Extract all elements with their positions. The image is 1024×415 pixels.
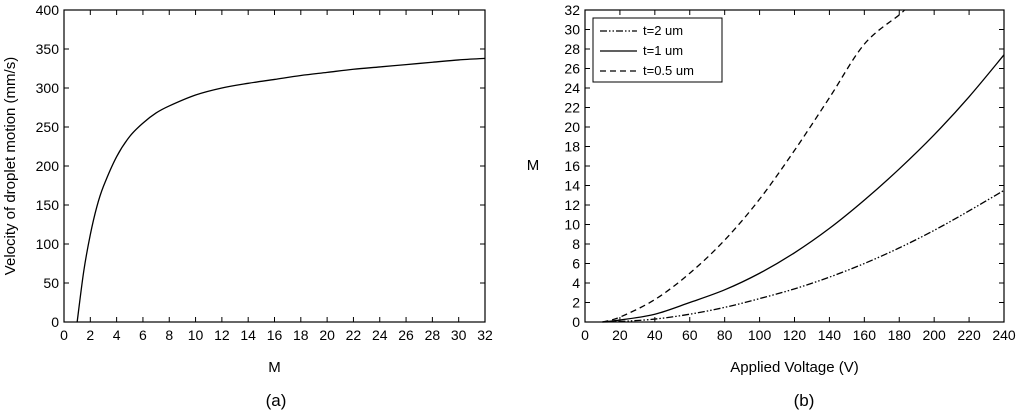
y-tick-label: 20	[564, 119, 580, 135]
panel-b-x-axis-label: Applied Voltage (V)	[730, 359, 858, 376]
legend-label-t2: t=2 um	[643, 23, 683, 38]
panel-a-y-axis-label: Velocity of droplet motion (mm/s)	[2, 57, 19, 275]
x-tick-label: 140	[818, 327, 842, 343]
x-tick-label: 32	[477, 327, 493, 343]
y-tick-label: 400	[36, 2, 60, 18]
y-tick-label: 18	[564, 139, 580, 155]
y-tick-label: 16	[564, 158, 580, 174]
y-tick-label: 200	[36, 158, 60, 174]
x-tick-label: 40	[647, 327, 663, 343]
x-tick-label: 18	[293, 327, 309, 343]
series-line-a-0	[76, 57, 486, 323]
y-tick-label: 100	[36, 236, 60, 252]
x-tick-label: 14	[240, 327, 256, 343]
y-tick-label: 10	[564, 217, 580, 233]
x-tick-label: 28	[425, 327, 441, 343]
x-tick-label: 240	[992, 327, 1016, 343]
panel-a-panel-label: (a)	[266, 391, 287, 410]
x-tick-label: 180	[888, 327, 912, 343]
panel-b-legend: t=2 um t=1 um t=0.5 um	[592, 17, 723, 83]
x-tick-label: 80	[717, 327, 733, 343]
panel-b-y-axis-label: M	[527, 157, 540, 174]
x-tick-label: 20	[612, 327, 628, 343]
y-tick-label: 30	[564, 22, 580, 38]
y-tick-label: 32	[564, 2, 580, 18]
series-line-b-0	[602, 189, 1005, 323]
y-tick-label: 26	[564, 61, 580, 77]
legend-item-t05: t=0.5 um	[600, 63, 694, 78]
x-tick-label: 160	[853, 327, 877, 343]
x-tick-label: 16	[267, 327, 283, 343]
panel-a-velocity-chart: 0 2 4 6 8 10 12 14 16 18 20 22 24 26 28 30 32 0501001502…	[2, 2, 493, 410]
x-tick-label: 100	[748, 327, 772, 343]
panel-a-x-ticks: 0 2 4 6 8 10 12 14 16 18 20 22 24 26 28 30 32	[60, 10, 493, 343]
panel-a-y-ticks: 0 50 100 150 200 250 300 350 400	[36, 2, 485, 330]
x-tick-label: 0	[60, 327, 68, 343]
panel-b-plot-frame	[584, 9, 1005, 323]
panel-b-panel-label: (b)	[794, 391, 815, 410]
x-tick-label: 220	[957, 327, 981, 343]
x-tick-label: 200	[922, 327, 946, 343]
y-tick-label: 12	[564, 197, 580, 213]
y-tick-label: 28	[564, 41, 580, 57]
y-tick-label: 50	[43, 275, 59, 291]
x-tick-label: 2	[86, 327, 94, 343]
panel-a-plot-frame	[63, 9, 486, 323]
y-tick-label: 250	[36, 119, 60, 135]
x-tick-label: 6	[139, 327, 147, 343]
x-tick-label: 60	[682, 327, 698, 343]
y-tick-label: 14	[564, 178, 580, 194]
panel-a-series	[76, 57, 486, 323]
legend-item-t1: t=1 um	[600, 43, 683, 58]
x-tick-label: 26	[398, 327, 414, 343]
x-tick-label: 20	[319, 327, 335, 343]
y-tick-label: 350	[36, 41, 60, 57]
x-tick-label: 30	[451, 327, 467, 343]
legend-item-t2: t=2 um	[600, 23, 683, 38]
y-tick-label: 8	[572, 236, 580, 252]
x-tick-label: 22	[346, 327, 362, 343]
panel-b-series	[602, 9, 1005, 323]
y-tick-label: 0	[51, 314, 59, 330]
x-tick-label: 12	[214, 327, 230, 343]
x-tick-label: 4	[113, 327, 121, 343]
legend-label-t1: t=1 um	[643, 43, 683, 58]
x-tick-label: 120	[783, 327, 807, 343]
y-tick-label: 4	[572, 275, 580, 291]
y-tick-label: 24	[564, 80, 580, 96]
y-tick-label: 150	[36, 197, 60, 213]
y-tick-label: 22	[564, 100, 580, 116]
panel-b-x-ticks: 0 20 40 60 80 100 120 140 160 180 200 220 240	[581, 10, 1016, 343]
y-tick-label: 6	[572, 256, 580, 272]
panel-b-m-vs-voltage-chart: 0 20 40 60 80 100 120 140 160 180 200 220 240 024681…	[527, 2, 1016, 410]
legend-label-t05: t=0.5 um	[643, 63, 694, 78]
series-line-b-2	[602, 9, 905, 323]
panel-a-x-axis-label: M	[268, 359, 281, 376]
y-tick-label: 0	[572, 314, 580, 330]
x-tick-label: 24	[372, 327, 388, 343]
y-tick-label: 300	[36, 80, 60, 96]
x-tick-label: 0	[581, 327, 589, 343]
x-tick-label: 10	[188, 327, 204, 343]
x-tick-label: 8	[165, 327, 173, 343]
series-line-b-1	[602, 54, 1005, 323]
y-tick-label: 2	[572, 295, 580, 311]
